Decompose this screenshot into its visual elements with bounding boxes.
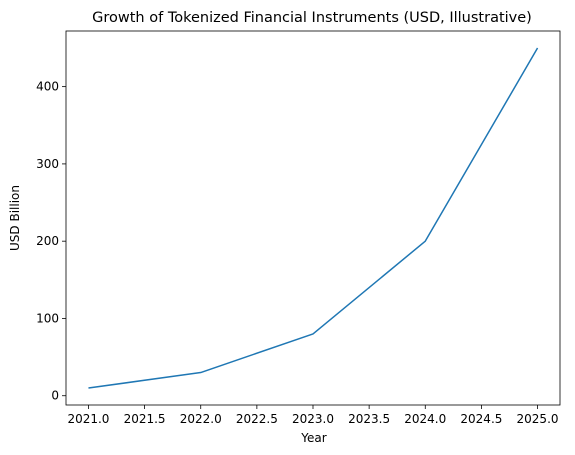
x-axis: 2021.0 2021.5 2022.0 2022.5 2023.0 2023.5 2024… bbox=[67, 405, 559, 426]
x-tick-label: 2024.0 bbox=[404, 412, 446, 426]
y-tick-label: 0 bbox=[51, 389, 59, 403]
x-tick-label: 2024.5 bbox=[460, 412, 502, 426]
y-tick-label: 200 bbox=[36, 234, 59, 248]
x-tick-label: 2022.5 bbox=[236, 412, 278, 426]
series-layer bbox=[88, 47, 539, 389]
y-axis-label: USD Billion bbox=[8, 185, 22, 251]
x-tick-label: 2021.5 bbox=[124, 412, 166, 426]
y-tick-label: 300 bbox=[36, 157, 59, 171]
y-axis: 0 100 200 300 400 bbox=[36, 80, 66, 403]
x-tick-label: 2023.5 bbox=[348, 412, 390, 426]
y-tick-label: 400 bbox=[36, 80, 59, 94]
x-tick-label: 2022.0 bbox=[180, 412, 222, 426]
chart-title: Growth of Tokenized Financial Instrument… bbox=[92, 10, 532, 26]
x-tick-label: 2021.0 bbox=[67, 412, 109, 426]
y-tick-label: 100 bbox=[36, 311, 59, 325]
x-tick-label: 2025.0 bbox=[517, 412, 559, 426]
x-tick-label: 2023.0 bbox=[292, 412, 334, 426]
plot-frame bbox=[65, 30, 561, 406]
series-line bbox=[88, 47, 539, 389]
plot-area bbox=[65, 30, 561, 406]
x-axis-label: Year bbox=[300, 431, 326, 445]
